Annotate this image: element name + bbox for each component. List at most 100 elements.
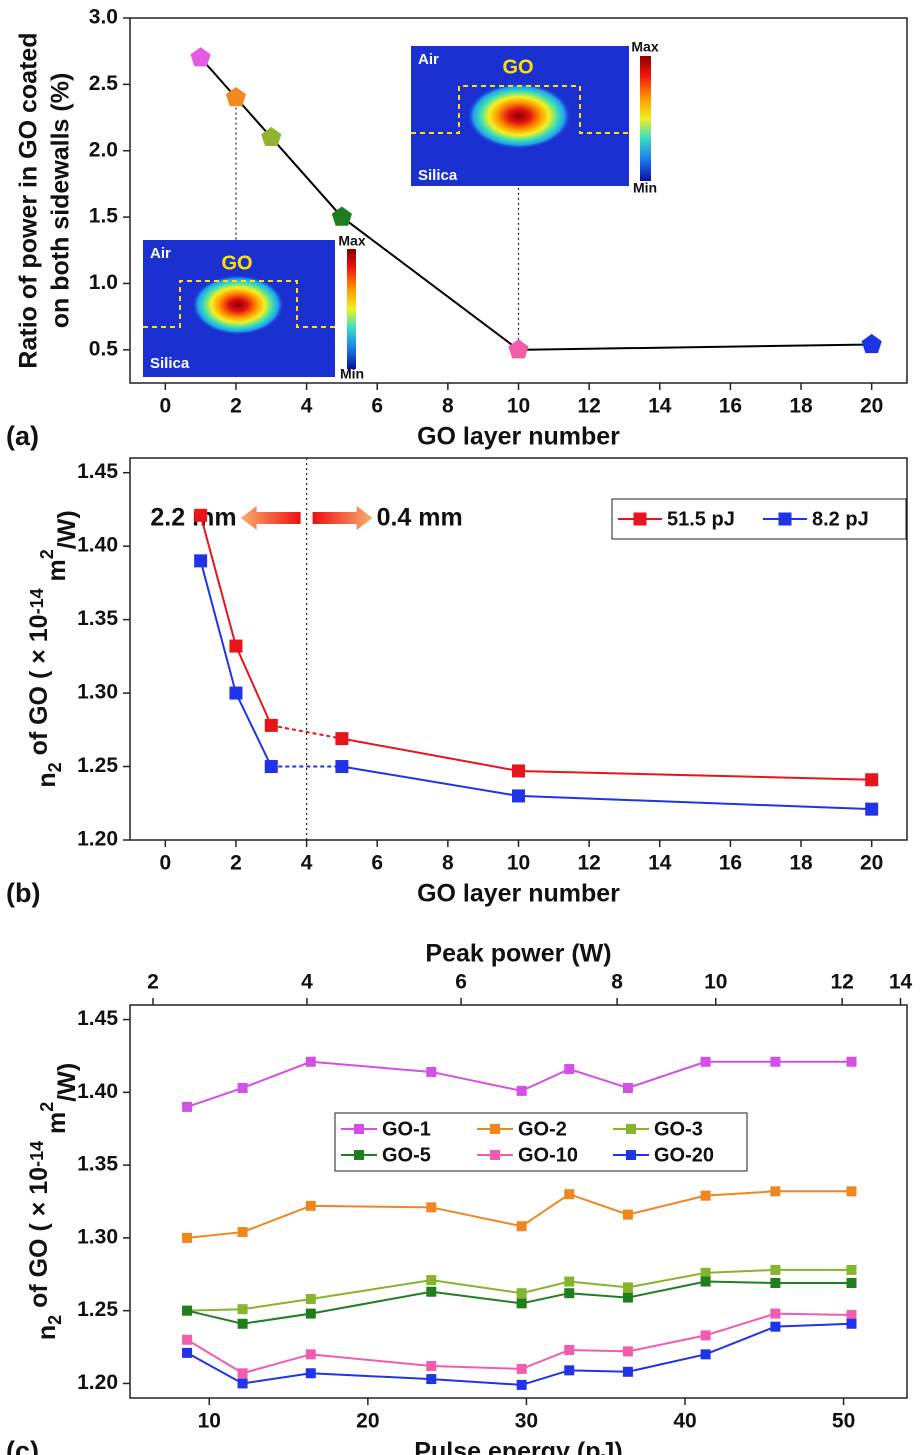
legend-box bbox=[334, 1112, 748, 1172]
y-tick-label: 1.40 bbox=[77, 534, 118, 557]
data-line-segment bbox=[235, 692, 273, 767]
label-part: of GO ( × 10 bbox=[25, 1167, 53, 1315]
y-tick-label: 1.35 bbox=[77, 1153, 118, 1176]
data-line-segment bbox=[199, 560, 237, 694]
x-tick-label: 40 bbox=[673, 1410, 696, 1433]
data-point bbox=[846, 1056, 857, 1067]
data-point bbox=[426, 1275, 437, 1286]
x-tick-label: 18 bbox=[789, 852, 813, 875]
data-point bbox=[622, 1292, 633, 1303]
data-point bbox=[564, 1064, 575, 1075]
data-line-segment bbox=[271, 724, 343, 740]
data-point bbox=[700, 1056, 711, 1067]
x-axis-label: GO layer number bbox=[417, 423, 620, 451]
y-tick-label: 3.0 bbox=[89, 6, 118, 29]
x-axis-label: Pulse energy (pJ) bbox=[414, 1438, 622, 1455]
legend-marker bbox=[633, 512, 647, 526]
data-line bbox=[186, 1060, 852, 1108]
colorbar-min: Min bbox=[340, 366, 364, 382]
data-point bbox=[846, 1186, 857, 1197]
x-tick-label: 8 bbox=[442, 852, 454, 875]
legend-label: GO-5 bbox=[382, 1144, 431, 1166]
label-part: /W) bbox=[53, 510, 81, 549]
waveguide-outline bbox=[411, 85, 629, 134]
data-point bbox=[225, 86, 247, 107]
data-line bbox=[186, 1322, 852, 1386]
data-point bbox=[426, 1286, 437, 1297]
data-point bbox=[622, 1209, 633, 1220]
arrow-left bbox=[240, 506, 301, 530]
data-point bbox=[331, 206, 352, 226]
x2-tick-label: 10 bbox=[704, 971, 727, 994]
data-line bbox=[187, 1268, 852, 1312]
data-point bbox=[700, 1349, 711, 1360]
data-point bbox=[846, 1264, 857, 1275]
data-line-segment bbox=[518, 769, 872, 781]
colorbar-min: Min bbox=[633, 180, 657, 196]
y-tick-label: 1.5 bbox=[89, 205, 119, 228]
data-point bbox=[700, 1276, 711, 1287]
data-point bbox=[261, 126, 282, 146]
data-point bbox=[564, 1344, 575, 1355]
data-point bbox=[335, 732, 349, 746]
x2-axis-label: Peak power (W) bbox=[425, 940, 611, 968]
colorbar-max: Max bbox=[338, 233, 365, 249]
colorbar bbox=[640, 56, 651, 181]
data-line bbox=[186, 1190, 852, 1239]
legend-marker bbox=[490, 1124, 500, 1134]
x-tick-label: 0 bbox=[159, 395, 171, 418]
data-point bbox=[622, 1366, 633, 1377]
x-tick-label: 6 bbox=[371, 852, 383, 875]
data-point bbox=[305, 1294, 316, 1305]
y-axis-label: on both sidewalls (%) bbox=[47, 73, 75, 329]
data-point bbox=[516, 1288, 527, 1299]
y-axis-label: n2 of GO ( × 10-14 m2/W) bbox=[25, 510, 81, 787]
data-line-segment bbox=[235, 645, 273, 726]
legend-marker bbox=[626, 1150, 636, 1160]
x-tick-label: 14 bbox=[648, 852, 672, 875]
data-point bbox=[770, 1264, 781, 1275]
data-line bbox=[186, 1312, 852, 1375]
data-line-segment bbox=[518, 794, 872, 811]
mode-field bbox=[467, 83, 571, 149]
mode-field bbox=[192, 275, 284, 335]
x-tick-label: 20 bbox=[860, 852, 883, 875]
inset-go-label: GO bbox=[221, 252, 252, 274]
y-tick-label: 2.0 bbox=[89, 138, 118, 161]
sub-sup: 2 bbox=[45, 762, 65, 772]
data-point bbox=[622, 1282, 633, 1293]
x2-tick-label: 2 bbox=[147, 971, 159, 994]
x-tick-label: 10 bbox=[198, 1410, 221, 1433]
data-point bbox=[229, 686, 243, 700]
x-tick-label: 10 bbox=[507, 395, 530, 418]
y-tick-label: 1.30 bbox=[77, 1225, 118, 1248]
colorbar-max: Max bbox=[631, 39, 658, 55]
data-point bbox=[305, 1056, 316, 1067]
legend-marker bbox=[626, 1124, 636, 1134]
inset-silica-label: Silica bbox=[150, 355, 190, 372]
plot-frame bbox=[129, 1004, 908, 1399]
annotation: 0.4 mm bbox=[377, 504, 463, 532]
x2-tick-label: 12 bbox=[830, 971, 853, 994]
data-point bbox=[622, 1346, 633, 1357]
data-point bbox=[237, 1082, 248, 1093]
data-point bbox=[861, 333, 882, 354]
x-tick-label: 6 bbox=[371, 395, 383, 418]
data-point bbox=[512, 789, 525, 803]
x-tick-label: 4 bbox=[301, 852, 313, 875]
x2-tick-label: 6 bbox=[455, 971, 467, 994]
x-tick-label: 30 bbox=[515, 1410, 538, 1433]
data-point bbox=[516, 1221, 527, 1232]
data-point bbox=[770, 1321, 781, 1332]
y-axis-label: Ratio of power in GO coated bbox=[15, 32, 43, 368]
y-tick-label: 2.5 bbox=[89, 72, 119, 95]
data-point bbox=[516, 1298, 527, 1309]
data-point bbox=[237, 1227, 248, 1238]
data-point bbox=[182, 1347, 193, 1358]
y-axis-label: n2 of GO ( × 10-14 m2/W) bbox=[25, 1063, 81, 1340]
data-point bbox=[564, 1276, 575, 1287]
data-point bbox=[700, 1267, 711, 1278]
sub-sup: 2 bbox=[45, 1315, 65, 1325]
data-point bbox=[516, 1085, 527, 1096]
x-tick-label: 12 bbox=[577, 852, 600, 875]
